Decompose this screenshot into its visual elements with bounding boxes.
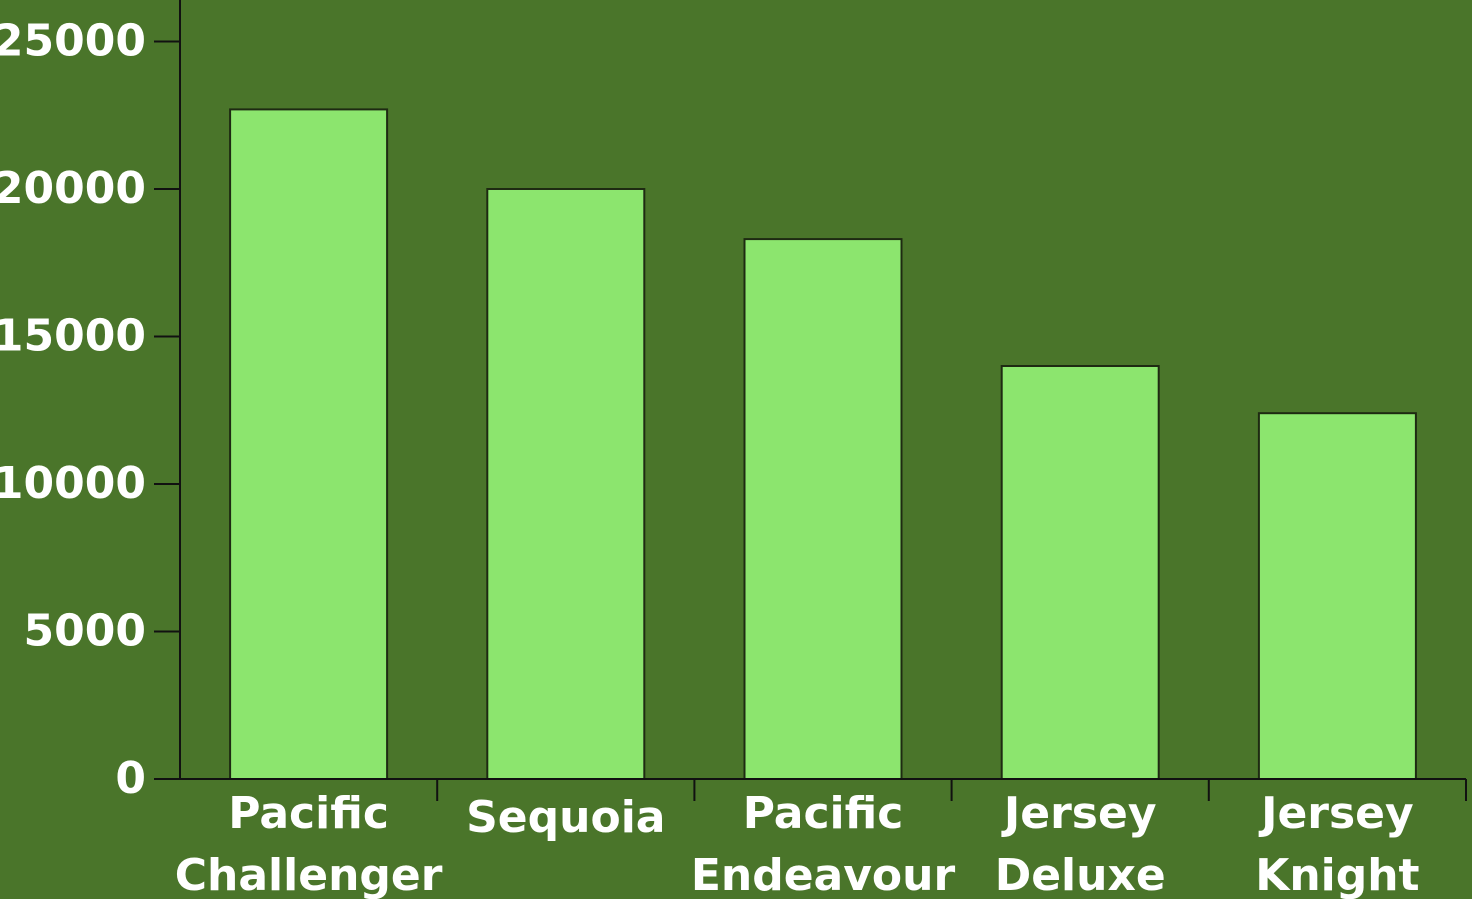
bar-0 [229,108,389,780]
y-tick-label-1: 5000 [24,606,146,657]
y-tick-label-2: 10000 [0,458,146,509]
x-tick-label-2: Pacific Endeavour [691,788,956,899]
x-tick-label-1: Sequoia [466,792,665,843]
labels-layer: 0 5000 10000 15000 20000 25000 Pacific Challeng… [0,16,1420,899]
x-tick-label-3: Jersey Deluxe [995,788,1166,899]
bar-3 [1000,365,1160,780]
x-tick-label-1-line-0: Sequoia [466,792,665,843]
x-tick-label-0: Pacific Challenger [175,788,443,899]
x-tick-label-4-line-0: Jersey [1258,788,1414,839]
bars-layer [229,108,1417,781]
bar-1 [486,188,646,780]
bar-4 [1257,412,1417,780]
x-tick-label-4-line-1: Knight [1255,850,1419,899]
axes-layer [154,0,1467,801]
x-tick-label-2-line-0: Pacific [743,788,904,839]
bar-2 [743,238,903,781]
x-tick-label-4: Jersey Knight [1255,788,1419,899]
y-tick-label-3: 15000 [0,311,146,362]
x-tick-label-0-line-0: Pacific [228,788,389,839]
y-tick-label-5: 25000 [0,16,146,67]
x-tick-label-3-line-1: Deluxe [995,850,1166,899]
y-tick-label-0: 0 [115,753,146,804]
x-tick-label-2-line-1: Endeavour [691,850,956,899]
x-tick-label-3-line-0: Jersey [1001,788,1157,839]
y-tick-label-4: 20000 [0,163,146,214]
x-tick-label-0-line-1: Challenger [175,850,443,899]
